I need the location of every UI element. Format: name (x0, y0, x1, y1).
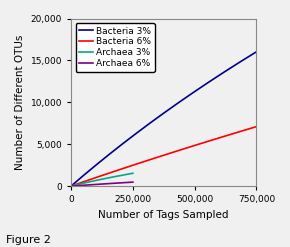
Bacteria 3% (160, 113, 163, 116)
Archaea 3% (98, 178, 101, 181)
Line: Archaea 6%: Archaea 6% (71, 182, 133, 186)
Bacteria 3% (249, 54, 253, 57)
Archaea 3% (129, 172, 133, 175)
Archaea 3% (72, 184, 76, 187)
Line: Archaea 3%: Archaea 3% (71, 173, 133, 186)
X-axis label: Number of Tags Sampled: Number of Tags Sampled (99, 210, 229, 220)
Bacteria 3% (155, 117, 158, 120)
Archaea 3% (131, 172, 135, 175)
Bacteria 3% (215, 75, 219, 78)
Bacteria 6% (215, 137, 219, 140)
Bacteria 3% (255, 50, 258, 53)
Bacteria 6% (249, 127, 253, 130)
Y-axis label: Number of Different OTUs: Number of Different OTUs (15, 35, 25, 170)
Text: Figure 2: Figure 2 (6, 235, 51, 245)
Archaea 3% (129, 172, 133, 175)
Bacteria 6% (255, 125, 258, 128)
Bacteria 3% (79, 176, 82, 179)
Archaea 6% (98, 183, 101, 186)
Bacteria 6% (155, 156, 158, 159)
Bacteria 6% (249, 127, 253, 130)
Archaea 6% (129, 181, 133, 184)
Archaea 6% (131, 181, 135, 184)
Legend: Bacteria 3%, Bacteria 6%, Archaea 3%, Archaea 6%: Bacteria 3%, Bacteria 6%, Archaea 3%, Ar… (76, 23, 155, 72)
Archaea 6% (118, 182, 122, 185)
Bacteria 6% (160, 155, 163, 158)
Bacteria 3% (69, 185, 73, 187)
Bacteria 6% (69, 185, 73, 187)
Archaea 6% (129, 181, 133, 184)
Archaea 6% (72, 184, 76, 187)
Archaea 3% (118, 174, 122, 177)
Archaea 3% (69, 185, 73, 187)
Archaea 6% (69, 185, 73, 187)
Bacteria 3% (249, 54, 253, 57)
Archaea 6% (99, 183, 103, 185)
Bacteria 6% (79, 181, 82, 184)
Line: Bacteria 3%: Bacteria 3% (71, 52, 256, 186)
Archaea 3% (99, 178, 103, 181)
Line: Bacteria 6%: Bacteria 6% (71, 127, 256, 186)
